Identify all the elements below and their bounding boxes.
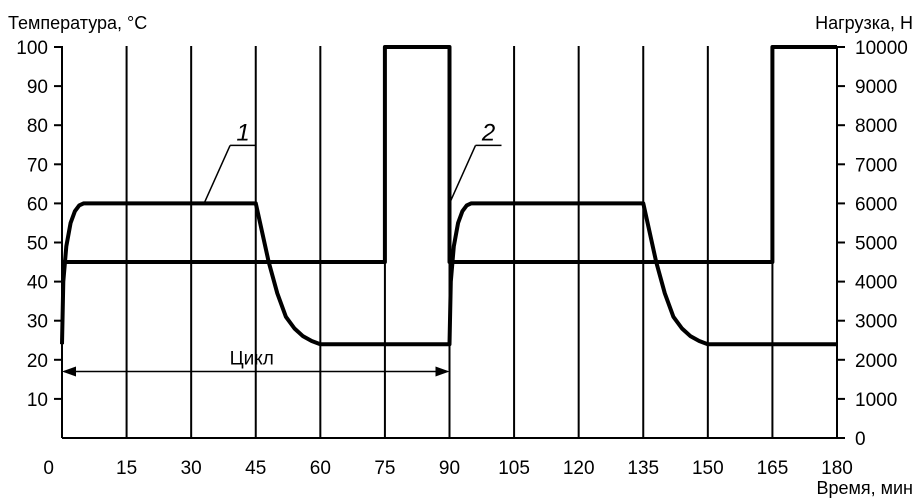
x-tick-label: 150	[692, 458, 724, 479]
y-right-tick-label: 3000	[855, 312, 897, 333]
cycle-arrow-head-left	[62, 366, 76, 377]
x-tick-label: 60	[310, 458, 331, 479]
annotations: Цикл 1 2	[62, 119, 502, 377]
y-right-tick-label: 10000	[855, 38, 908, 59]
x-tick-label: 180	[821, 458, 853, 479]
y-left-tick-label: 90	[27, 77, 48, 98]
x-tick-label: 0	[43, 458, 54, 479]
series-2-line	[62, 45, 837, 264]
x-tick-label: 15	[116, 458, 137, 479]
y-left-tick-label: 20	[27, 351, 48, 372]
x-tick-label: 165	[757, 458, 789, 479]
y-right-tick-label: 0	[855, 429, 866, 450]
y-right-tick-label: 1000	[855, 390, 897, 411]
axis-ticks: 0 15 30 45 60 75 90 105 120 135 150 165 180102030405…	[16, 38, 908, 479]
y-left-tick-label: 50	[27, 234, 48, 255]
x-tick-label: 105	[498, 458, 530, 479]
x-tick-label: 90	[439, 458, 460, 479]
x-tick-label: 30	[181, 458, 202, 479]
x-tick-label: 75	[374, 458, 395, 479]
y-right-tick-label: 7000	[855, 155, 897, 176]
callout-leader-1	[203, 145, 231, 204]
y-left-tick-label: 10	[27, 390, 48, 411]
callout-label-2: 2	[481, 119, 495, 146]
x-tick-label: 45	[245, 458, 266, 479]
x-axis-title: Время, мин	[816, 478, 913, 498]
y-left-tick-label: 60	[27, 194, 48, 215]
series-lines	[60, 45, 837, 347]
y-right-tick-label: 9000	[855, 77, 897, 98]
callout-leader-2	[448, 145, 477, 204]
callout-label-1: 1	[236, 119, 249, 146]
series-1-line	[60, 201, 837, 347]
y-left-tick-label: 70	[27, 155, 48, 176]
y-left-axis-title: Температура, °С	[8, 13, 147, 33]
y-left-tick-label: 30	[27, 312, 48, 333]
y-right-axis-title: Нагрузка, Н	[815, 13, 913, 33]
y-left-tick-label: 40	[27, 273, 48, 294]
cycle-label: Цикл	[230, 349, 274, 370]
y-right-tick-label: 2000	[855, 351, 897, 372]
y-left-tick-label: 80	[27, 116, 48, 137]
y-right-tick-label: 5000	[855, 234, 897, 255]
y-right-tick-label: 6000	[855, 194, 897, 215]
x-tick-label: 135	[627, 458, 659, 479]
x-tick-label: 120	[563, 458, 595, 479]
cycle-arrow-head-right	[435, 366, 450, 377]
y-right-tick-label: 8000	[855, 116, 897, 137]
y-right-tick-label: 4000	[855, 273, 897, 294]
y-left-tick-label: 100	[16, 38, 48, 59]
